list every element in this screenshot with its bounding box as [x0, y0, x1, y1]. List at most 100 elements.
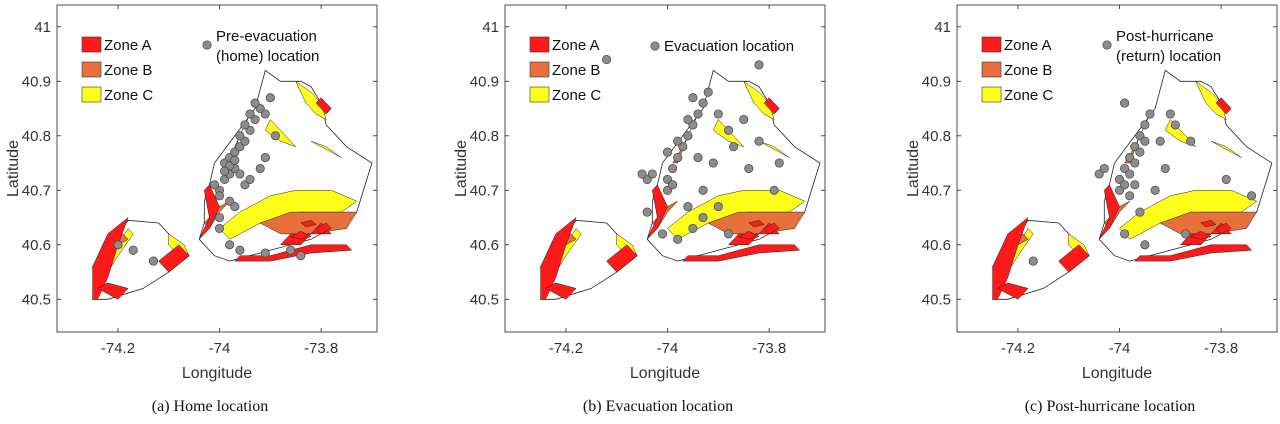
location-point: [148, 256, 159, 266]
location-point: [1186, 136, 1196, 146]
location-point: [729, 142, 739, 152]
location-point: [774, 158, 784, 168]
points-group: [1028, 98, 1257, 266]
points-group: [113, 93, 306, 266]
location-point: [1099, 163, 1109, 174]
location-point: [260, 248, 270, 258]
points-group: [602, 54, 784, 244]
location-point: [1120, 229, 1130, 239]
location-point: [1120, 180, 1130, 190]
location-point: [235, 131, 245, 141]
location-point: [265, 93, 275, 103]
location-point: [1165, 109, 1175, 119]
legend-zone-b-label: Zone B: [1004, 62, 1052, 79]
zone-a-area: [198, 184, 220, 240]
location-point: [744, 163, 754, 174]
location-point: [255, 163, 265, 174]
location-point: [250, 98, 260, 108]
location-point: [230, 202, 240, 212]
zone-a-area: [315, 97, 332, 115]
y-tick-label: 41: [934, 19, 951, 36]
location-point: [769, 185, 779, 195]
map-panel-3: 40.5 40.6 40.7 40.8 40.9 41 -74.2 -74 -73.8 Longi…: [900, 0, 1280, 424]
y-tick-label: 40.8: [470, 128, 499, 145]
zone-a-area: [97, 282, 129, 300]
location-point: [693, 153, 703, 163]
zone-c-area: [1210, 140, 1242, 158]
y-tick-label: 40.7: [922, 182, 951, 199]
location-point: [1135, 147, 1145, 157]
zone-c-area: [758, 140, 790, 158]
legend-marker-label: (return) location: [1116, 48, 1221, 65]
location-point: [754, 60, 764, 70]
figure-caption: (a) Home location: [151, 398, 269, 415]
figure-caption: (c) Post-hurricane location: [1024, 398, 1196, 415]
location-point: [673, 136, 683, 146]
x-tick-label: -74.2: [101, 340, 135, 357]
location-point: [1160, 163, 1170, 174]
x-tick-label: -73.8: [1204, 340, 1238, 357]
y-axis-label: Latitude: [5, 140, 22, 197]
location-point: [245, 174, 255, 184]
legend-marker-label: Pre-evacuation: [216, 28, 317, 45]
y-tick-label: 40.6: [470, 237, 499, 254]
x-tick-label: -74.2: [1001, 340, 1035, 357]
location-point: [270, 131, 280, 141]
location-point: [1155, 136, 1165, 146]
location-point: [128, 245, 138, 255]
location-point: [668, 163, 678, 174]
map-plot: 40.5 40.6 40.7 40.8 40.9 41 -74.2 -74 -73.8 Longi…: [5, 4, 378, 382]
location-point: [286, 245, 296, 255]
location-point: [1125, 191, 1135, 201]
legend-zone-b-swatch: [981, 61, 1002, 78]
location-point: [703, 87, 713, 97]
zone-a-area: [997, 282, 1029, 300]
y-tick-label: 40.9: [922, 73, 951, 90]
legend-zone-c-swatch: [529, 86, 550, 103]
location-point: [1140, 136, 1150, 146]
y-tick-label: 40.7: [22, 182, 51, 199]
x-tick-label: -74: [657, 340, 679, 357]
legend-marker-label: (home) location: [216, 48, 319, 65]
y-axis-label: Latitude: [453, 140, 470, 197]
figure-caption: (b) Evacuation location: [582, 398, 734, 415]
location-point: [235, 169, 245, 179]
location-point: [708, 158, 718, 168]
location-point: [723, 229, 734, 239]
location-point: [1140, 120, 1150, 130]
location-point: [698, 98, 708, 108]
location-point: [688, 93, 698, 103]
location-point: [296, 251, 306, 261]
location-point: [214, 191, 225, 201]
location-point: [1145, 109, 1155, 119]
y-tick-label: 40.6: [22, 237, 51, 254]
map-layers: [92, 69, 373, 300]
x-tick-label: -74: [209, 340, 231, 357]
x-axis-label: Longitude: [182, 365, 252, 382]
location-point: [713, 109, 723, 119]
zone-a-area: [545, 282, 577, 300]
map-layers: [540, 69, 821, 300]
legend-zone-b-swatch: [81, 61, 102, 78]
location-point: [662, 147, 673, 157]
zone-a-area: [540, 216, 577, 300]
location-point: [214, 212, 225, 223]
location-point: [739, 114, 749, 125]
legend-zone-a-swatch: [81, 36, 102, 53]
zone-a-area: [300, 220, 317, 228]
location-point: [225, 240, 235, 250]
x-tick-label: -74.2: [549, 340, 583, 357]
location-point: [683, 114, 693, 125]
zone-a-area: [763, 97, 780, 115]
location-point: [1130, 180, 1140, 190]
location-point: [1120, 98, 1130, 108]
y-tick-label: 40.6: [922, 237, 951, 254]
y-tick-label: 40.9: [470, 73, 499, 90]
y-tick-label: 40.8: [922, 128, 951, 145]
legend-marker-icon: [202, 40, 212, 50]
location-point: [240, 120, 250, 130]
location-point: [1135, 207, 1145, 217]
location-point: [260, 109, 270, 119]
location-point: [698, 185, 708, 195]
legend-zone-c-swatch: [981, 86, 1002, 103]
